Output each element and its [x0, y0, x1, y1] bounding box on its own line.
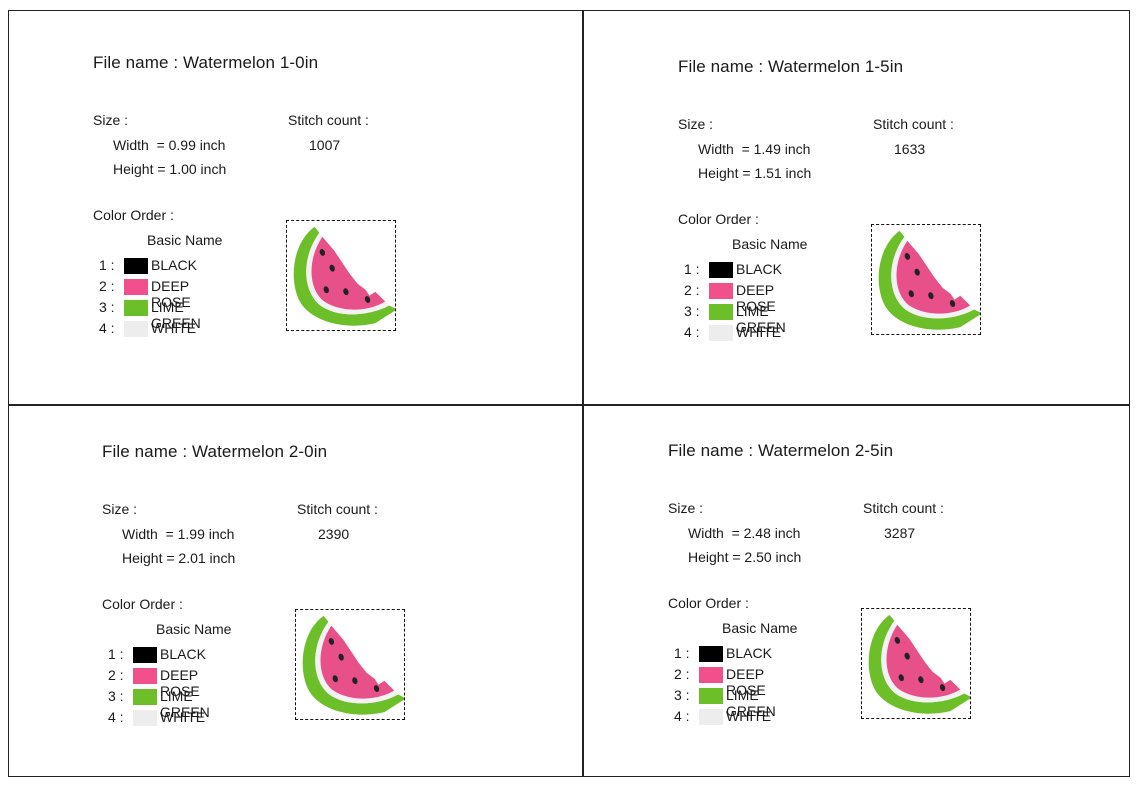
stitch-count-label: Stitch count :	[288, 112, 369, 128]
file-name: File name : Watermelon 2-0in	[102, 442, 328, 461]
watermelon-slice-icon	[868, 614, 970, 714]
color-number: 1 :	[108, 646, 124, 662]
stitch-count-label: Stitch count :	[297, 501, 378, 517]
watermelon-slice-icon	[878, 230, 980, 330]
color-name: BLACK	[736, 261, 782, 277]
watermelon-slice-icon	[302, 615, 404, 715]
design-panel-3: File name : Watermelon 2-0in Size : Widt…	[102, 442, 502, 772]
color-swatch	[699, 646, 723, 662]
stitch-count-value: 1633	[894, 141, 926, 157]
color-number: 1 :	[684, 261, 700, 277]
color-swatch	[709, 304, 733, 320]
width-value: Width = 1.99 inch	[122, 526, 235, 542]
color-number: 2 :	[108, 667, 124, 683]
color-swatch	[699, 688, 723, 704]
color-number: 4 :	[99, 320, 115, 336]
color-name: DEEP ROSE	[151, 278, 191, 310]
design-thumbnail	[295, 609, 405, 720]
stitch-count-value: 2390	[318, 526, 350, 542]
color-name: WHITE	[160, 709, 206, 725]
color-name: LIME GREEN	[160, 688, 210, 720]
basic-name-header: Basic Name	[732, 236, 808, 252]
color-order-label: Color Order :	[93, 207, 174, 223]
color-swatch	[133, 668, 157, 684]
color-number: 3 :	[99, 299, 115, 315]
color-name: WHITE	[736, 324, 782, 340]
color-swatch	[124, 321, 148, 337]
color-name: DEEP ROSE	[736, 282, 776, 314]
color-number: 4 :	[684, 324, 700, 340]
color-swatch	[133, 710, 157, 726]
design-thumbnail	[871, 224, 981, 335]
color-number: 1 :	[99, 257, 115, 273]
width-value: Width = 1.49 inch	[698, 141, 811, 157]
vertical-divider	[582, 11, 584, 776]
design-sheet-grid	[8, 10, 1130, 777]
color-number: 3 :	[108, 688, 124, 704]
height-value: Height = 2.50 inch	[688, 549, 802, 565]
color-name: WHITE	[726, 708, 772, 724]
color-order-label: Color Order :	[102, 596, 183, 612]
color-number: 2 :	[684, 282, 700, 298]
stitch-count-value: 3287	[884, 525, 916, 541]
design-thumbnail	[286, 220, 396, 331]
design-panel-4: File name : Watermelon 2-5in Size : Widt…	[668, 441, 1068, 771]
color-name: DEEP ROSE	[160, 667, 200, 699]
size-label: Size :	[93, 112, 129, 128]
color-name: LIME GREEN	[151, 299, 201, 331]
basic-name-header: Basic Name	[147, 232, 223, 248]
color-name: LIME GREEN	[726, 687, 776, 719]
color-swatch	[699, 667, 723, 683]
basic-name-header: Basic Name	[722, 620, 798, 636]
basic-name-header: Basic Name	[156, 621, 232, 637]
height-value: Height = 1.00 inch	[113, 161, 227, 177]
stitch-count-value: 1007	[309, 137, 341, 153]
color-number: 4 :	[108, 709, 124, 725]
color-number: 3 :	[684, 303, 700, 319]
color-swatch	[699, 709, 723, 725]
color-swatch	[124, 279, 148, 295]
size-label: Size :	[668, 500, 704, 516]
height-value: Height = 1.51 inch	[698, 165, 812, 181]
color-swatch	[133, 689, 157, 705]
size-label: Size :	[678, 116, 714, 132]
file-name: File name : Watermelon 1-5in	[678, 57, 904, 76]
color-swatch	[124, 258, 148, 274]
design-thumbnail	[861, 608, 971, 719]
color-name: BLACK	[151, 257, 197, 273]
design-panel-2: File name : Watermelon 1-5in Size : Widt…	[678, 57, 1078, 387]
file-name: File name : Watermelon 1-0in	[93, 53, 319, 72]
width-value: Width = 0.99 inch	[113, 137, 226, 153]
color-name: LIME GREEN	[736, 303, 786, 335]
stitch-count-label: Stitch count :	[863, 500, 944, 516]
watermelon-slice-icon	[293, 226, 395, 326]
color-swatch	[709, 325, 733, 341]
color-order-label: Color Order :	[668, 595, 749, 611]
horizontal-divider	[9, 404, 1129, 406]
color-swatch	[124, 300, 148, 316]
color-swatch	[133, 647, 157, 663]
color-number: 4 :	[674, 708, 690, 724]
stitch-count-label: Stitch count :	[873, 116, 954, 132]
color-number: 2 :	[674, 666, 690, 682]
size-label: Size :	[102, 501, 138, 517]
file-name: File name : Watermelon 2-5in	[668, 441, 894, 460]
color-order-label: Color Order :	[678, 211, 759, 227]
height-value: Height = 2.01 inch	[122, 550, 236, 566]
color-swatch	[709, 283, 733, 299]
color-name: WHITE	[151, 320, 197, 336]
width-value: Width = 2.48 inch	[688, 525, 801, 541]
color-name: BLACK	[726, 645, 772, 661]
color-name: DEEP ROSE	[726, 666, 766, 698]
design-panel-1: File name : Watermelon 1-0in Size : Widt…	[93, 53, 493, 383]
color-number: 1 :	[674, 645, 690, 661]
color-number: 2 :	[99, 278, 115, 294]
color-number: 3 :	[674, 687, 690, 703]
color-swatch	[709, 262, 733, 278]
color-name: BLACK	[160, 646, 206, 662]
